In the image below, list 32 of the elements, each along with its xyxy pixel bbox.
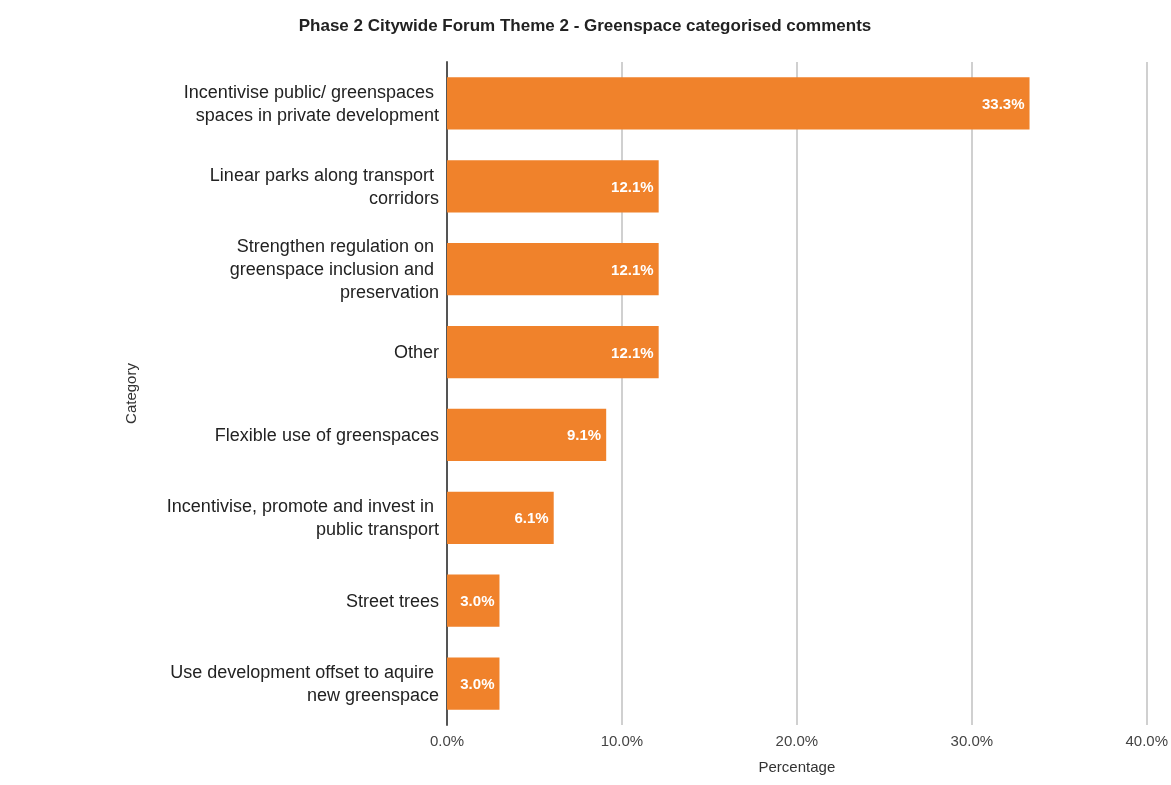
data-label: 3.0% bbox=[460, 675, 495, 693]
x-tick-label: 0.0% bbox=[429, 732, 465, 749]
data-label: 9.1% bbox=[566, 426, 602, 444]
data-label: 12.1% bbox=[611, 177, 654, 195]
x-axis-title: Percentage bbox=[758, 758, 836, 775]
x-tick-label: 10.0% bbox=[600, 732, 644, 749]
data-label: 3.0% bbox=[460, 592, 495, 610]
data-label: 12.1% bbox=[611, 260, 654, 278]
y-tick-label: Use development offset to aquire new greenspace bbox=[170, 662, 439, 706]
y-tick-label: Street trees bbox=[345, 590, 439, 611]
bar bbox=[447, 408, 607, 462]
data-label: 6.1% bbox=[514, 509, 549, 527]
y-axis-title: Category bbox=[122, 362, 140, 424]
y-tick-label: Linear parks along transport corridors bbox=[209, 164, 439, 208]
bar bbox=[447, 657, 500, 710]
data-label: 33.3% bbox=[981, 94, 1025, 112]
y-tick-label: Incentivise, promote and invest in public transport bbox=[166, 496, 439, 540]
y-tick-label: Strengthen regulation on greenspace inclusion and preservation bbox=[229, 236, 439, 303]
bar bbox=[447, 160, 659, 213]
y-tick-label: Other bbox=[393, 342, 439, 363]
x-tick-label: 40.0% bbox=[1125, 732, 1169, 749]
bar bbox=[447, 243, 659, 296]
x-tick-label: 20.0% bbox=[775, 732, 819, 749]
bar bbox=[447, 325, 659, 379]
data-label: 12.1% bbox=[611, 343, 654, 361]
chart-title: Phase 2 Citywide Forum Theme 2 - Greenspace categorised comments bbox=[298, 16, 872, 35]
y-tick-label: Incentivise public/ greenspaces spaces in private development bbox=[183, 81, 439, 125]
bar bbox=[447, 77, 1030, 130]
bar bbox=[447, 574, 500, 627]
y-tick-label: Flexible use of greenspaces bbox=[214, 424, 439, 445]
x-tick-label: 30.0% bbox=[950, 732, 994, 749]
bar bbox=[447, 491, 554, 544]
